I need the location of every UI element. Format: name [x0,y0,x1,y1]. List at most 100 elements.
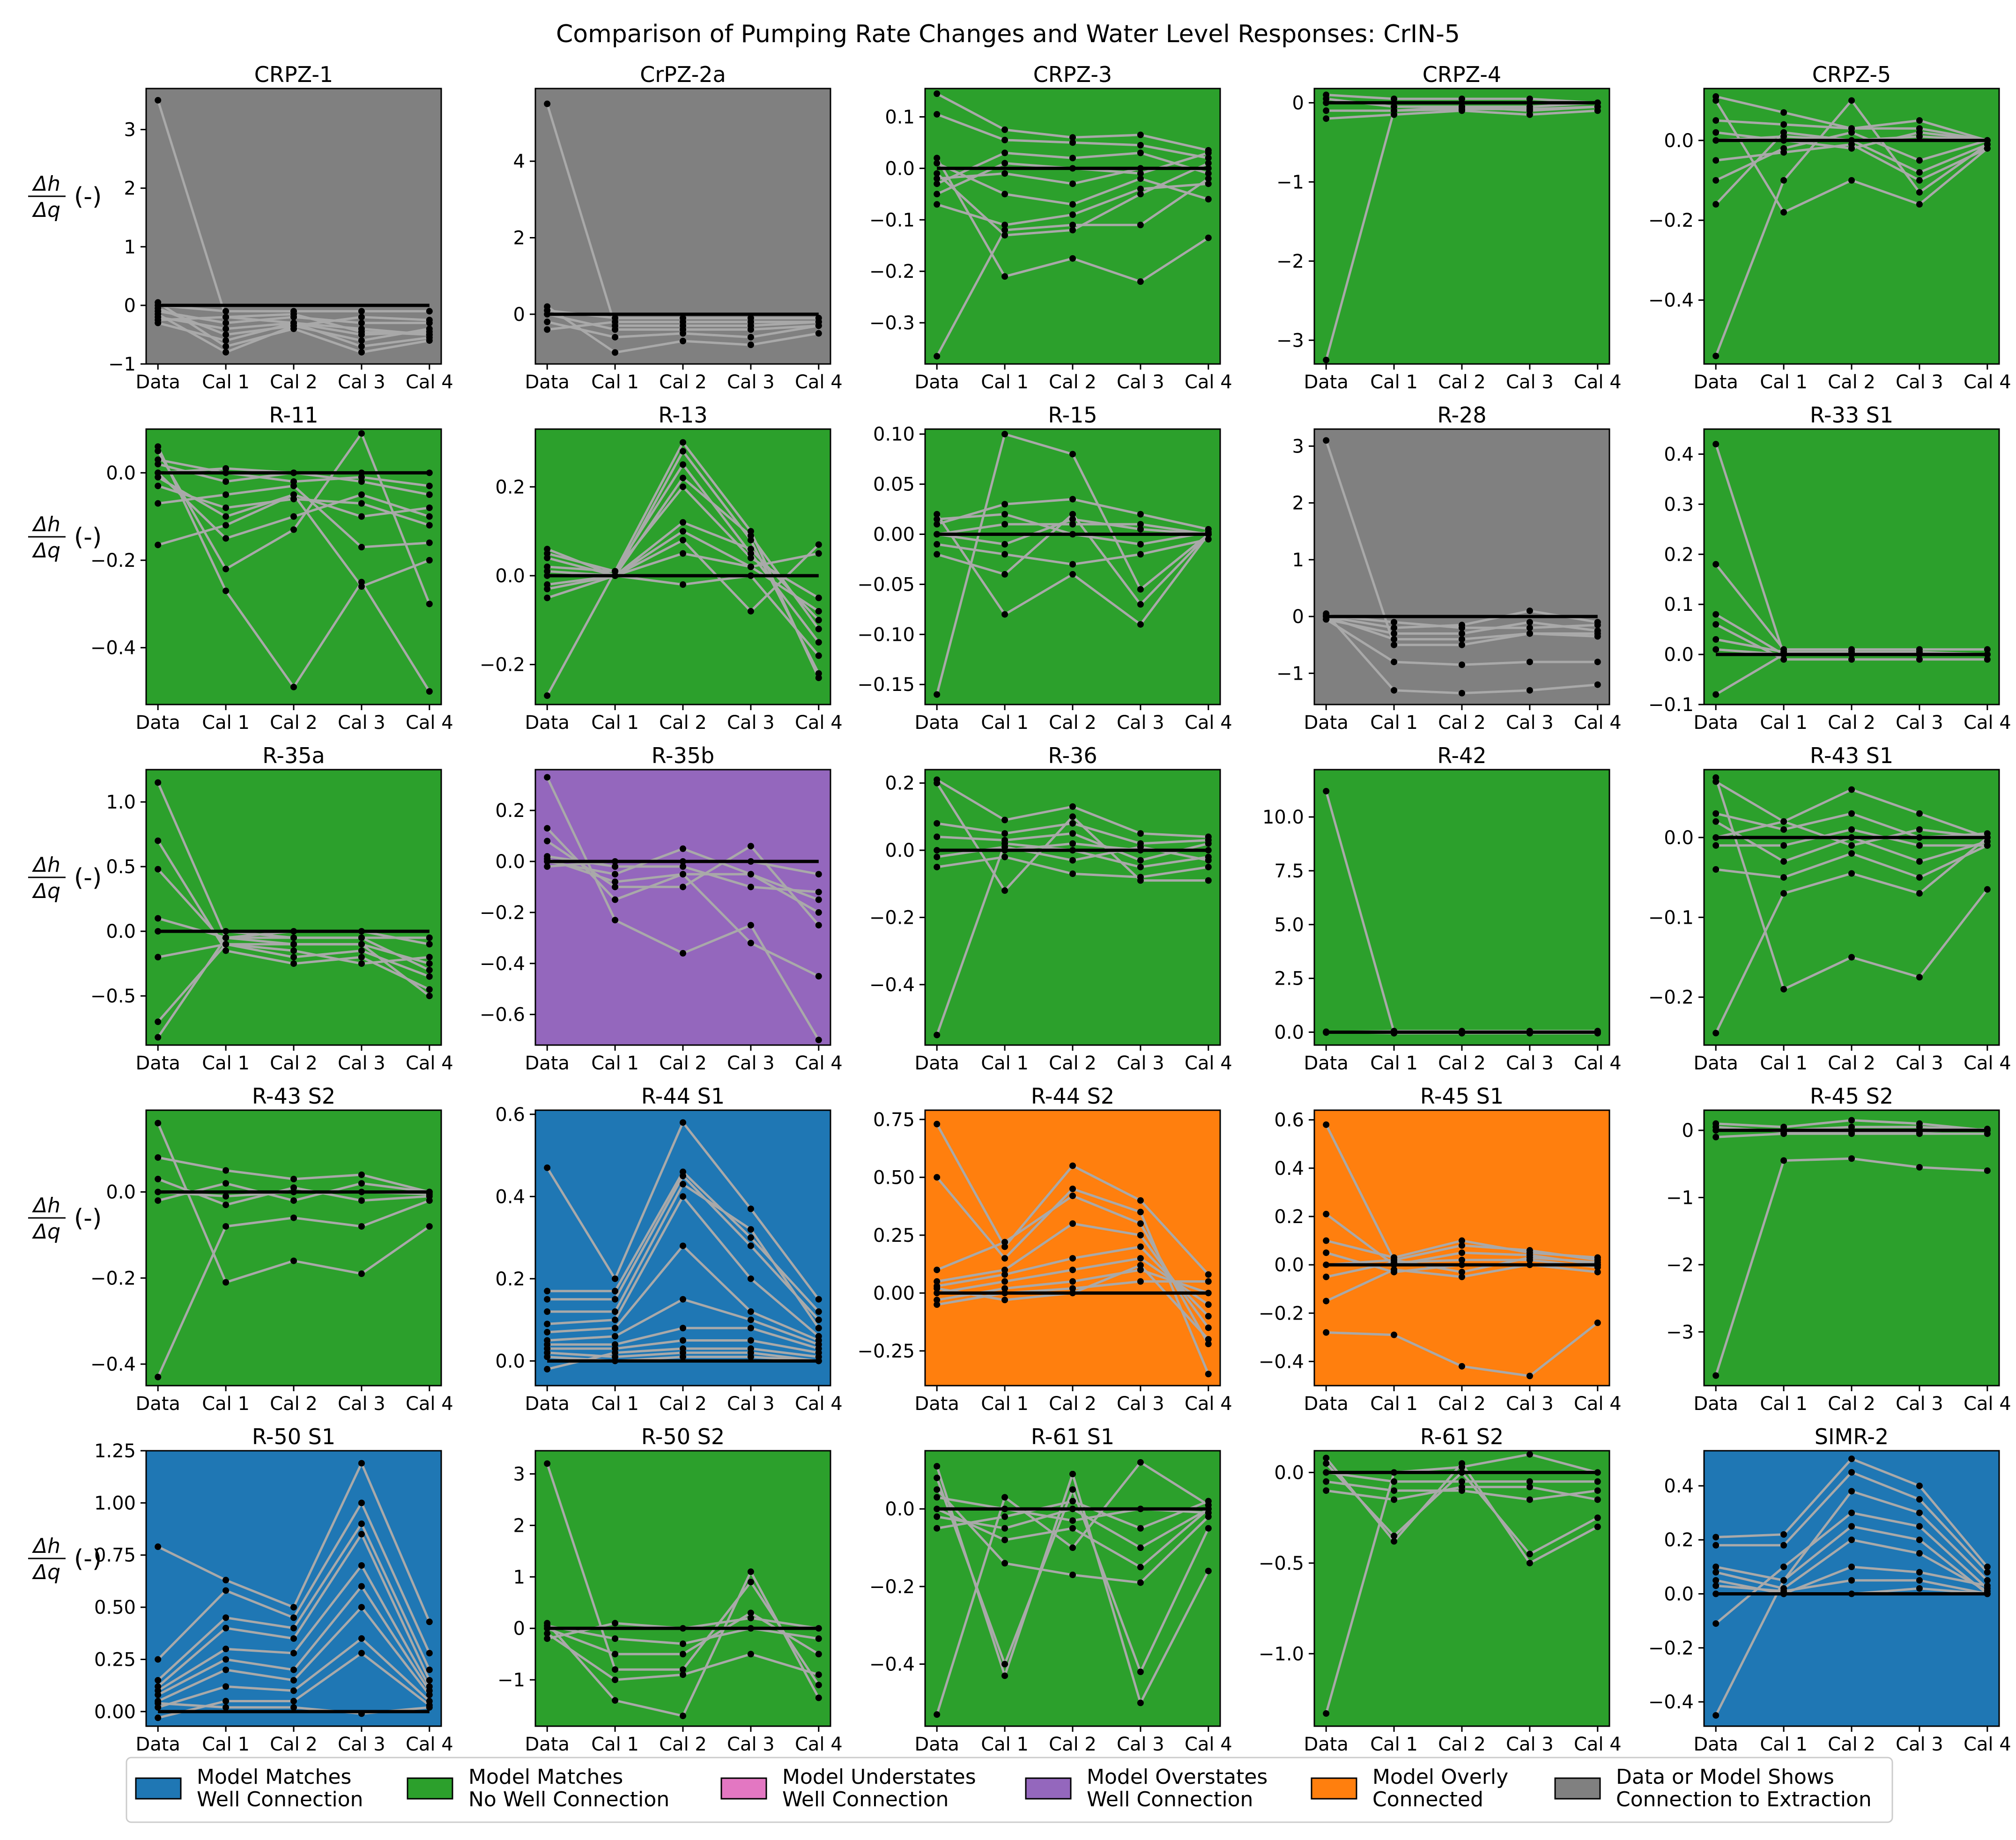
data-point [680,1666,686,1673]
data-point [1391,624,1398,631]
data-point [1916,169,1923,176]
data-point [1323,1710,1330,1717]
data-point [1069,1278,1076,1285]
y-tick-label: 0.00 [873,1283,915,1304]
data-point [426,331,433,338]
data-point [1391,1029,1398,1036]
y-tick-label: −0.4 [90,638,136,659]
y-tick-label: 0.00 [94,1701,136,1723]
data-point [1323,1478,1330,1485]
data-point [1069,1162,1076,1169]
data-point [1137,586,1144,593]
x-tick-label: Data [525,1393,570,1415]
data-point [1137,1209,1144,1216]
data-point [934,541,941,548]
y-tick-label: 0.0 [1664,130,1694,152]
data-point [358,1171,365,1178]
panel-background [1314,89,1609,364]
data-point [934,1290,941,1297]
data-point [1780,890,1787,897]
data-point [1712,1712,1720,1719]
x-tick-label: Cal 2 [1049,371,1097,393]
data-point [544,1308,551,1315]
data-point [1848,850,1855,857]
data-point [426,1692,433,1699]
x-tick-label: Cal 2 [1438,1734,1486,1755]
x-tick-label: Cal 3 [727,1393,775,1415]
x-tick-label: Cal 2 [1049,1053,1097,1074]
data-point [1069,1506,1076,1513]
data-point [680,863,686,870]
data-point [1916,858,1923,865]
data-point [1069,516,1076,523]
panel-r-44-s1: R-44 S1 0.0 0.2 0.4 0.6 Data Cal 1 Cal 2 Cal 3 Ca… [495,1083,842,1415]
legend-label: Well Connection [197,1788,363,1811]
data-point [1848,1563,1855,1570]
y-tick-label: −0.4 [1648,290,1694,312]
data-point [747,1337,754,1344]
x-tick-label: Data [1304,1393,1349,1415]
x-tick-label: Data [1693,1734,1738,1755]
data-point [426,1677,433,1684]
data-point [1459,1249,1465,1256]
data-point [815,889,822,896]
data-point [1391,1538,1398,1545]
data-point [155,1018,162,1025]
data-point [1323,1454,1330,1462]
data-point [1205,1336,1212,1343]
y-label-unit: (-) [74,1204,102,1232]
data-point [680,1172,686,1180]
data-point [290,311,297,318]
data-point [612,1316,619,1323]
data-point [1069,1572,1076,1579]
data-point [612,572,619,579]
data-point [1137,191,1144,198]
y-tick-label: −0.4 [1259,1351,1304,1373]
y-tick-label: −0.1 [869,209,915,231]
data-point [934,1506,941,1513]
data-point [747,564,754,570]
data-point [680,528,686,535]
data-point [1391,1331,1398,1338]
data-point [290,954,297,961]
data-point [222,1223,230,1230]
data-point [1780,826,1787,833]
data-point [1323,612,1330,619]
data-point [1712,117,1720,124]
data-point [544,555,551,562]
data-point [544,1296,551,1303]
data-point [426,1650,433,1657]
x-tick-label: Cal 3 [1896,1393,1943,1415]
data-point [1848,1509,1855,1516]
data-point [1848,954,1855,961]
y-tick-label: 0.0 [106,921,136,942]
data-point [1780,651,1787,658]
x-tick-label: Cal 1 [1760,371,1808,393]
data-point [1001,1243,1008,1250]
data-point [1391,641,1398,648]
panel-r-50-s1: R-50 S1 0.00 0.25 0.50 0.75 1.00 1.25 Data Cal 1… [28,1424,453,1755]
data-point [1001,521,1008,528]
y-tick-label: 1.25 [94,1440,136,1462]
data-point [1069,1544,1076,1551]
y-tick-label: 0.0 [1274,1462,1304,1484]
data-point [934,201,941,208]
y-tick-label: −0.25 [857,1341,915,1362]
data-point [290,1625,297,1632]
data-point [1001,1506,1008,1513]
data-point [1205,1498,1212,1505]
data-point [155,1714,162,1721]
data-point [1459,690,1465,697]
data-point [290,1197,297,1204]
data-point [1137,541,1144,548]
x-tick-label: Cal 2 [659,1053,707,1074]
data-point [680,1119,686,1126]
data-point [680,1713,686,1720]
data-point [1001,853,1008,861]
data-point [1205,1301,1212,1308]
data-point [1916,117,1923,124]
data-point [1391,1532,1398,1539]
data-point [1712,137,1720,144]
